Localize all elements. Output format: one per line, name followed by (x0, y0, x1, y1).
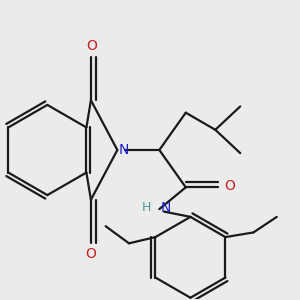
Text: O: O (85, 247, 96, 261)
Text: O: O (86, 39, 97, 53)
Text: H: H (142, 201, 152, 214)
Text: O: O (224, 179, 235, 193)
Text: N: N (119, 143, 129, 157)
Text: N: N (161, 200, 171, 214)
